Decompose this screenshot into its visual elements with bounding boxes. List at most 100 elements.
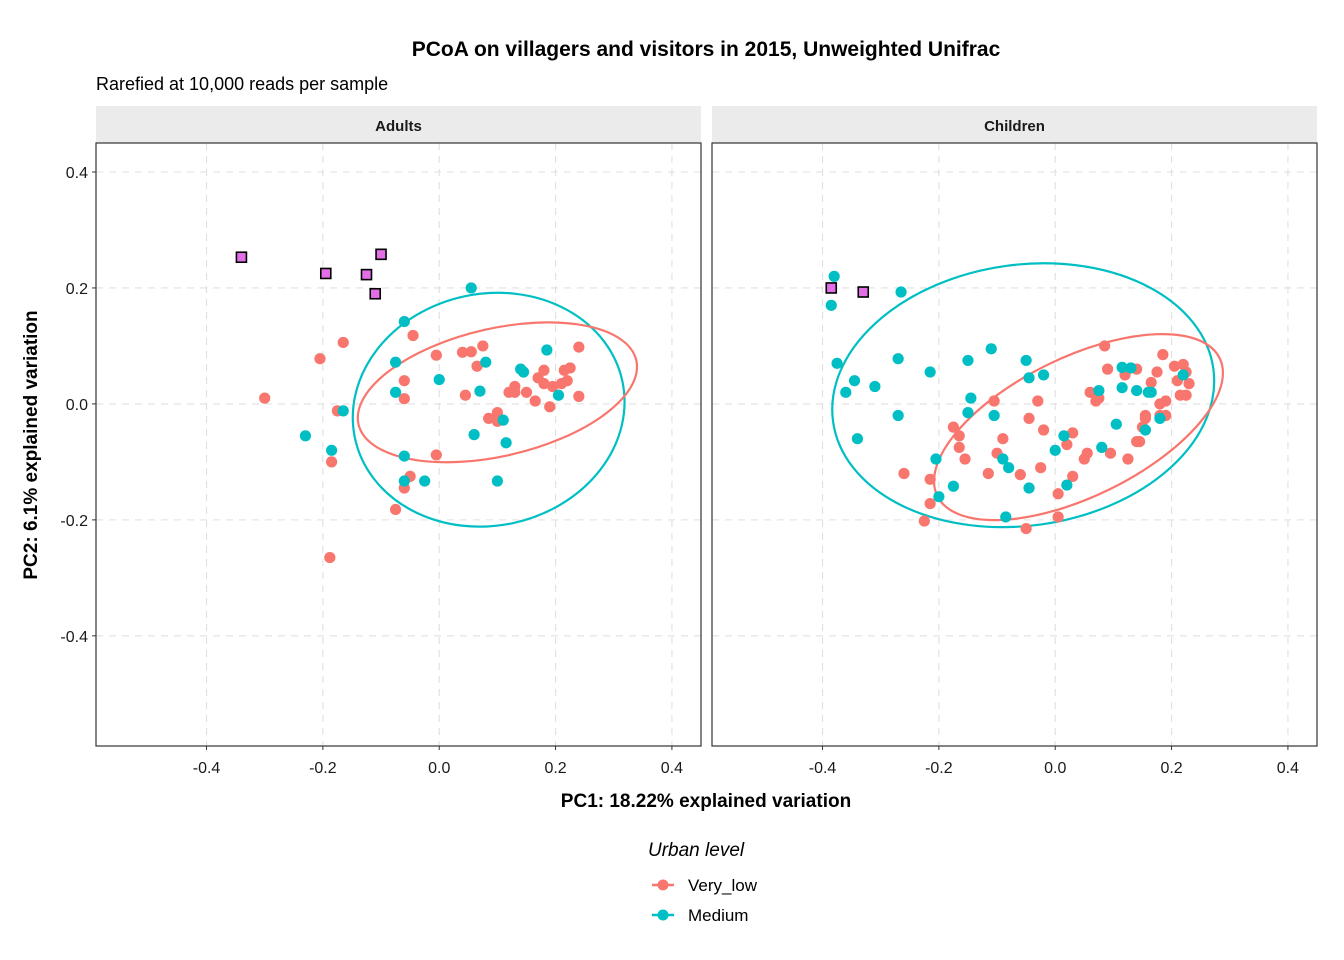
point-adults-very-low-9 — [430, 349, 442, 361]
point-children-medium-13 — [947, 480, 960, 492]
point-adults-very-low-30 — [547, 380, 559, 393]
point-children-medium-28 — [1061, 479, 1073, 491]
point-children-medium-4 — [848, 375, 861, 387]
point-children-medium-35 — [1131, 384, 1143, 397]
legend-key-dot-medium — [657, 909, 669, 921]
point-children-very-low-5 — [953, 430, 965, 442]
y-ticks: 0.4 0.2 0.0 -0.2 -0.4 — [60, 165, 96, 646]
point-adults-very-low-8 — [407, 329, 419, 342]
point-children-medium-34 — [1125, 362, 1137, 374]
point-adults-very-low-24 — [509, 386, 521, 398]
point-children-very-low-18 — [1052, 511, 1064, 523]
point-children-medium-36 — [1139, 424, 1151, 436]
point-children-medium-27 — [1058, 430, 1070, 442]
points-adults — [235, 248, 585, 564]
point-children-medium-22 — [1020, 354, 1032, 367]
y-tick-label-0: 0.4 — [66, 165, 88, 182]
legend-entry-medium: Medium — [652, 906, 748, 925]
point-children-very-low-15 — [1037, 424, 1050, 436]
point-adults-medium-15 — [299, 430, 312, 442]
point-adults-very-low-15 — [465, 346, 477, 358]
point-children-medium-33 — [1116, 382, 1128, 394]
y-tick-label-4: -0.4 — [60, 629, 88, 646]
point-adults-very-low-20 — [491, 407, 503, 419]
panel-adults: Adults -0.4 -0.2 0.0 0.2 0.4 — [95, 106, 702, 777]
point-adults-very-low-18 — [459, 389, 471, 401]
point-adults-very-low-25 — [520, 386, 533, 398]
y-axis-label: PC2: 6.1% explained variation — [21, 310, 42, 579]
point-children-very-low-9 — [988, 395, 1000, 407]
point-children-visitor-0 — [825, 282, 838, 294]
point-children-medium-3 — [840, 386, 852, 398]
point-children-medium-19 — [997, 453, 1009, 465]
point-children-medium-23 — [1023, 372, 1035, 384]
point-children-very-low-44 — [1168, 360, 1181, 372]
point-children-very-low-0 — [918, 515, 930, 527]
ellipse-children-medium — [831, 262, 1216, 529]
point-children-very-low-49 — [1180, 389, 1192, 401]
point-children-medium-17 — [985, 343, 997, 355]
x-tick-label-adults-0: -0.4 — [193, 760, 221, 777]
legend-entry-very-low: Very_low — [652, 876, 758, 895]
point-children-medium-18 — [988, 409, 1000, 422]
point-children-very-low-50 — [1183, 378, 1195, 390]
point-children-medium-29 — [1093, 384, 1105, 397]
point-children-very-low-36 — [1139, 409, 1151, 422]
point-children-medium-5 — [869, 380, 881, 393]
x-tick-label-adults-3: 0.2 — [544, 760, 566, 777]
point-children-very-low-6 — [953, 441, 965, 453]
point-adults-very-low-26 — [529, 395, 541, 407]
point-children-medium-15 — [965, 392, 977, 404]
strip-label-children: Children — [984, 118, 1045, 135]
point-children-medium-1 — [825, 299, 837, 311]
x-tick-label-children-4: 0.4 — [1277, 760, 1299, 777]
y-tick-label-3: -0.2 — [60, 513, 88, 530]
point-children-very-low-52 — [1061, 438, 1073, 451]
ellipses-adults — [351, 291, 639, 528]
point-children-medium-10 — [924, 366, 936, 378]
x-tick-label-children-0: -0.4 — [809, 760, 837, 777]
panel-children: Children -0.4 -0.2 0.0 0.2 0.4 — [711, 106, 1318, 777]
x-axis-label: PC1: 18.22% explained variation — [561, 791, 851, 812]
point-children-very-low-38 — [1151, 366, 1163, 378]
point-adults-medium-18 — [398, 450, 410, 462]
point-adults-visitor-2 — [360, 268, 373, 281]
point-children-very-low-12 — [1014, 469, 1026, 481]
point-children-medium-16 — [962, 407, 974, 419]
point-children-medium-2 — [831, 357, 843, 369]
point-children-medium-32 — [1116, 361, 1128, 373]
point-children-very-low-41 — [1157, 349, 1169, 361]
point-children-very-low-14 — [1032, 395, 1044, 407]
point-adults-medium-20 — [419, 475, 431, 487]
point-children-medium-6 — [851, 433, 864, 445]
point-adults-very-low-19 — [483, 412, 495, 425]
point-adults-medium-6 — [474, 385, 486, 397]
legend-label-medium: Medium — [688, 906, 748, 925]
point-adults-medium-17 — [337, 405, 349, 417]
point-adults-medium-13 — [500, 437, 512, 449]
point-children-very-low-33 — [1133, 436, 1146, 448]
point-adults-medium-16 — [326, 444, 338, 456]
point-adults-very-low-14 — [456, 346, 469, 358]
point-adults-very-low-31 — [544, 401, 556, 413]
point-adults-visitor-3 — [375, 248, 387, 261]
ellipse-adults-very-low — [356, 321, 639, 464]
point-adults-medium-3 — [389, 386, 402, 398]
point-adults-medium-11 — [468, 429, 480, 441]
strip-adults — [96, 106, 701, 143]
point-children-medium-9 — [892, 409, 904, 422]
point-adults-very-low-17 — [471, 360, 483, 372]
point-children-very-low-27 — [1101, 363, 1114, 375]
legend-title: Urban level — [648, 840, 745, 861]
point-children-very-low-37 — [1145, 376, 1157, 389]
point-adults-very-low-12 — [389, 503, 402, 516]
x-ticks-adults: -0.4 -0.2 0.0 0.2 0.4 — [193, 746, 683, 777]
x-tick-label-adults-1: -0.2 — [309, 760, 337, 777]
point-children-very-low-10 — [997, 433, 1009, 445]
point-children-very-low-1 — [924, 498, 936, 510]
point-adults-very-low-6 — [398, 375, 410, 387]
point-children-medium-25 — [1023, 482, 1035, 494]
point-children-medium-26 — [1049, 444, 1061, 456]
x-tick-label-children-1: -0.2 — [925, 760, 953, 777]
point-children-very-low-22 — [1081, 447, 1093, 459]
